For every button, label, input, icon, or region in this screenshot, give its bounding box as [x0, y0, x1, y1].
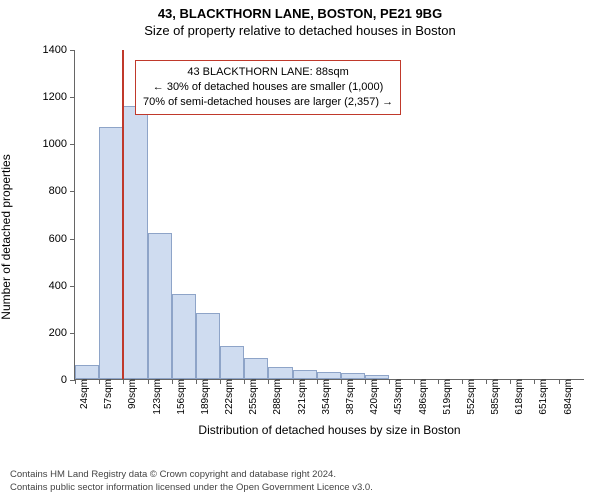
xtick-label: 519sqm [438, 379, 453, 415]
xtick-label: 486sqm [414, 379, 429, 415]
footer-line-1: Contains HM Land Registry data © Crown c… [10, 469, 373, 481]
histogram-bar [244, 358, 268, 379]
xtick-label: 420sqm [365, 379, 380, 415]
page-subtitle: Size of property relative to detached ho… [0, 21, 600, 38]
xtick-label: 684sqm [559, 379, 574, 415]
histogram-bar [172, 294, 196, 379]
info-line-3: 70% of semi-detached houses are larger (… [143, 95, 393, 110]
info-line-2: ← 30% of detached houses are smaller (1,… [143, 80, 393, 95]
info-box: 43 BLACKTHORN LANE: 88sqm ← 30% of detac… [135, 60, 401, 115]
xtick-label: 90sqm [123, 379, 138, 409]
xtick-label: 552sqm [462, 379, 477, 415]
ytick-label: 0 [61, 374, 75, 386]
xtick-label: 651sqm [534, 379, 549, 415]
xtick-label: 156sqm [172, 379, 187, 415]
xtick-label: 453sqm [389, 379, 404, 415]
ytick-label: 1200 [43, 91, 75, 103]
histogram-bar [148, 233, 172, 379]
xtick-label: 618sqm [510, 379, 525, 415]
histogram-bar [220, 346, 244, 379]
xtick-label: 288sqm [268, 379, 283, 415]
histogram-bar [75, 365, 99, 379]
ytick-label: 200 [49, 327, 75, 339]
xtick-label: 387sqm [341, 379, 356, 415]
histogram-bar [268, 367, 292, 379]
info-line-1: 43 BLACKTHORN LANE: 88sqm [143, 65, 393, 80]
xtick-label: 123sqm [148, 379, 163, 415]
plot-area: 43 BLACKTHORN LANE: 88sqm ← 30% of detac… [74, 50, 584, 380]
xtick-label: 321sqm [293, 379, 308, 415]
xtick-label: 189sqm [196, 379, 211, 415]
xtick-label: 24sqm [75, 379, 90, 409]
y-axis-label: Number of detached properties [0, 154, 13, 319]
ytick-label: 800 [49, 185, 75, 197]
histogram-bar [196, 313, 220, 379]
xtick-label: 57sqm [99, 379, 114, 409]
footer-attribution: Contains HM Land Registry data © Crown c… [10, 469, 373, 494]
xtick-label: 222sqm [220, 379, 235, 415]
xtick-label: 585sqm [486, 379, 501, 415]
page-title-address: 43, BLACKTHORN LANE, BOSTON, PE21 9BG [0, 0, 600, 21]
histogram-bar [99, 127, 123, 379]
chart-container: Number of detached properties 43 BLACKTH… [44, 44, 592, 430]
property-marker-line [122, 50, 124, 379]
histogram-bar [123, 106, 147, 379]
ytick-label: 1400 [43, 44, 75, 56]
x-axis-label: Distribution of detached houses by size … [198, 423, 460, 437]
ytick-label: 400 [49, 280, 75, 292]
xtick-label: 255sqm [244, 379, 259, 415]
xtick-label: 354sqm [317, 379, 332, 415]
footer-line-2: Contains public sector information licen… [10, 482, 373, 494]
histogram-bar [293, 370, 317, 379]
ytick-label: 600 [49, 233, 75, 245]
ytick-label: 1000 [43, 138, 75, 150]
histogram-bar [317, 372, 341, 379]
